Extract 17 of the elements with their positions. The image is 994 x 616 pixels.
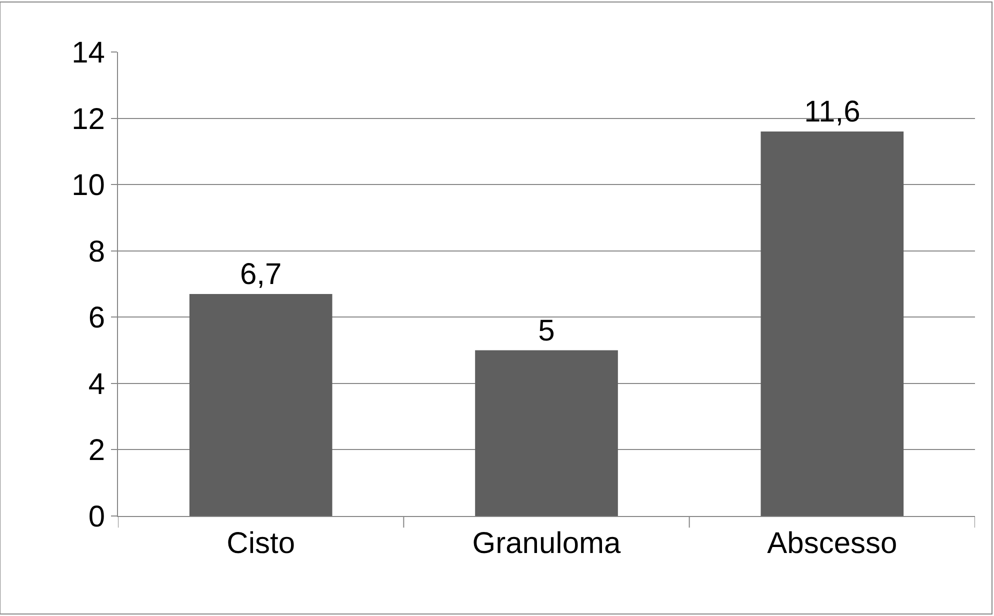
x-tick-label: Abscesso (767, 527, 898, 560)
y-tick-label: 2 (88, 434, 105, 468)
y-tick-label: 14 (72, 36, 105, 70)
data-label: 5 (538, 314, 555, 348)
x-tick-label: Granuloma (472, 527, 622, 560)
data-label: 11,6 (804, 96, 860, 129)
y-tick-label: 8 (88, 235, 105, 268)
y-tick-label: 12 (72, 102, 105, 136)
x-tick-label: Cisto (226, 527, 296, 560)
bar (760, 132, 904, 516)
bar (189, 294, 332, 516)
bar (475, 350, 618, 516)
y-tick-label: 0 (88, 500, 105, 534)
data-label: 6,7 (240, 258, 282, 291)
y-tick-label: 10 (72, 169, 105, 202)
y-tick-label: 6 (88, 302, 105, 335)
y-tick-label: 4 (88, 368, 105, 401)
